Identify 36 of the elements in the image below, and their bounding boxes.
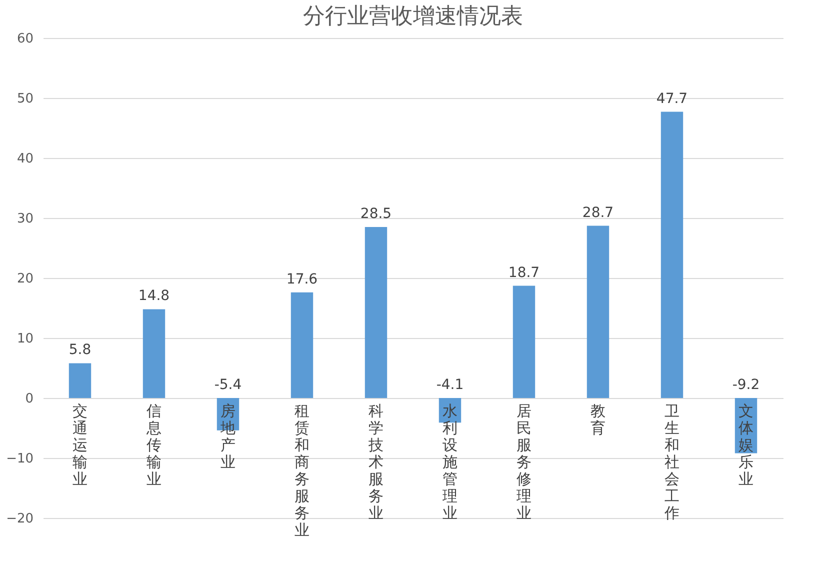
data-label: -5.4 [214, 377, 242, 393]
x-tick-label: 文体娱乐业 [738, 402, 754, 488]
x-tick-label: 水利设施管理业 [442, 402, 458, 522]
x-tick-label: 居民服务修理业 [516, 402, 532, 522]
data-label: 18.7 [508, 264, 540, 281]
data-label: 28.5 [360, 206, 392, 222]
y-tick-label: 10 [16, 332, 34, 346]
y-tick-label: 50 [16, 92, 34, 106]
x-tick-label: 交通运输业 [72, 402, 88, 488]
data-label: 5.8 [68, 342, 92, 358]
y-tick-label: −10 [6, 452, 34, 466]
data-label: -4.1 [436, 377, 464, 393]
y-tick-label: 20 [16, 272, 34, 286]
bar [68, 363, 92, 398]
y-tick-label: 0 [25, 392, 34, 406]
data-label: -9.2 [732, 377, 760, 393]
y-tick-label: −20 [6, 512, 34, 526]
bar [512, 286, 536, 398]
bar [364, 227, 388, 398]
data-label: 28.7 [582, 204, 614, 221]
chart-title: 分行业营收增速情况表 [303, 4, 523, 29]
bar [586, 226, 610, 398]
x-tick-label: 租赁和商务服务业 [294, 402, 310, 539]
y-tick-label: 60 [16, 32, 34, 46]
data-label: 17.6 [286, 271, 318, 288]
data-label: 14.8 [138, 288, 170, 304]
y-tick-label: 30 [16, 212, 34, 226]
data-label: 47.7 [656, 90, 688, 107]
bar [290, 292, 314, 398]
y-tick-label: 40 [16, 152, 34, 166]
x-tick-label: 科学技术服务业 [368, 402, 384, 522]
x-tick-label: 教育 [590, 402, 606, 437]
x-tick-label: 信息传输业 [146, 402, 162, 488]
bar [142, 309, 166, 398]
bar [660, 112, 684, 398]
x-tick-label: 卫生和社会工作 [664, 402, 680, 522]
